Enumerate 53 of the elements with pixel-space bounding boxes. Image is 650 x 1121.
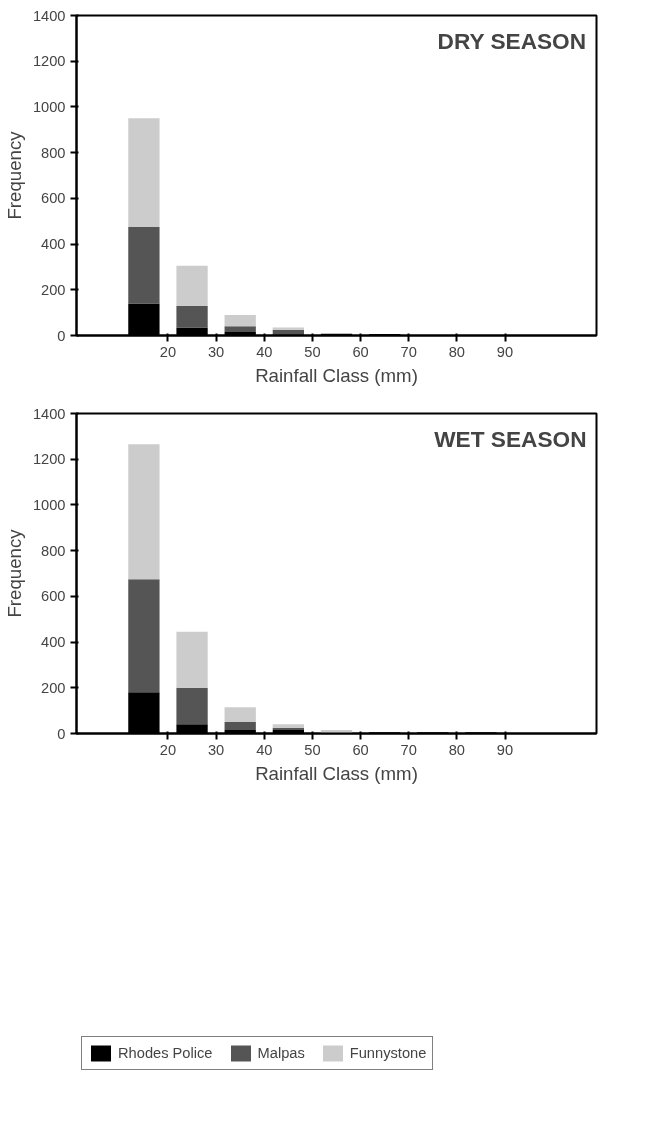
bar <box>224 722 256 731</box>
bar <box>176 265 208 306</box>
y-tick-label: 1400 <box>32 7 66 24</box>
bar <box>224 707 256 723</box>
y-tick-label: 1200 <box>32 53 66 70</box>
y-axis-title: Frequency <box>3 528 25 618</box>
y-tick-label: 1000 <box>32 496 66 513</box>
x-tick-label: 50 <box>304 741 321 758</box>
bar <box>224 314 256 327</box>
y-tick-label: 200 <box>41 281 66 298</box>
x-tick-label: 50 <box>304 343 321 360</box>
legend-label: Rhodes Police <box>118 1045 213 1061</box>
x-tick-label: 40 <box>256 343 273 360</box>
x-tick-label: 60 <box>352 741 369 758</box>
x-axis-title: Rainfall Class (mm) <box>255 364 418 386</box>
x-tick-label: 40 <box>256 741 273 758</box>
bar <box>176 687 208 725</box>
y-tick-label: 1400 <box>32 405 66 422</box>
x-tick-label: 60 <box>352 343 369 360</box>
y-tick-label: 800 <box>41 144 66 161</box>
legend-label: Malpas <box>257 1045 305 1061</box>
bar <box>176 631 208 688</box>
x-tick-label: 90 <box>496 343 514 360</box>
bar <box>176 305 208 328</box>
x-tick-label: 30 <box>207 741 225 758</box>
y-tick-label: 800 <box>41 542 66 559</box>
y-tick-label: 200 <box>41 679 66 696</box>
y-tick-label: 600 <box>41 190 66 207</box>
y-tick-label: 1000 <box>32 98 66 115</box>
x-tick-label: 70 <box>400 343 417 360</box>
bar <box>128 444 160 580</box>
x-tick-label: 80 <box>448 741 466 758</box>
y-tick-label: 0 <box>57 327 66 344</box>
legend-label: Funnystone <box>349 1045 427 1061</box>
y-axis-title: Frequency <box>3 130 25 220</box>
bar <box>128 118 160 227</box>
y-tick-label: 1200 <box>32 451 66 468</box>
bar <box>224 326 256 333</box>
x-tick-label: 20 <box>159 343 177 360</box>
y-tick-label: 400 <box>41 236 66 253</box>
y-tick-label: 400 <box>41 634 66 651</box>
x-axis-title: Rainfall Class (mm) <box>255 762 418 784</box>
x-tick-label: 90 <box>496 741 514 758</box>
x-tick-label: 80 <box>448 343 466 360</box>
bar <box>128 579 160 693</box>
y-tick-label: 600 <box>41 588 66 605</box>
x-tick-label: 20 <box>159 741 177 758</box>
x-tick-label: 30 <box>207 343 225 360</box>
x-tick-label: 70 <box>400 741 417 758</box>
bar <box>128 226 160 304</box>
text: WET SEASON <box>434 425 587 452</box>
text: DRY SEASON <box>437 27 587 54</box>
y-tick-label: 0 <box>57 725 66 742</box>
